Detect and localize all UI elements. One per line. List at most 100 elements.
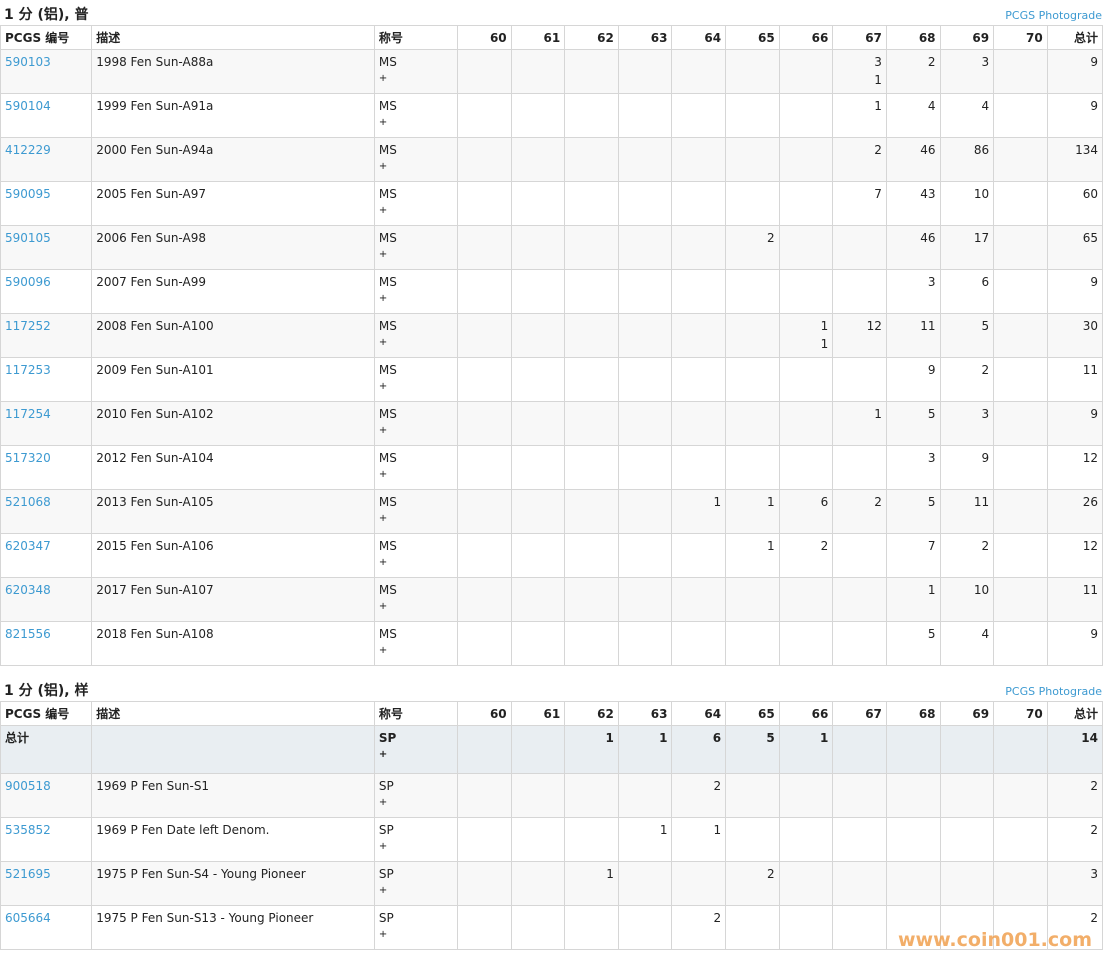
grade-count: 2 (820, 539, 829, 553)
pcgs-id-link[interactable]: 521695 (5, 867, 51, 881)
data-row: 900518 1969 P Fen Sun-S1 SP +2 2 (0, 773, 1104, 818)
pcgs-id-link[interactable]: 900518 (5, 779, 51, 793)
column-header: 69 (939, 701, 995, 726)
photograde-link[interactable]: PCGS Photograde (1005, 9, 1102, 22)
designation: MS (378, 231, 397, 245)
grade-cell (832, 577, 887, 622)
grade-count: 1 (713, 495, 722, 509)
id-cell: 590104 (0, 93, 93, 138)
designation: MS (378, 99, 397, 113)
pcgs-id-link[interactable]: 605664 (5, 911, 51, 925)
grade-cell (725, 905, 780, 950)
column-header: 65 (725, 25, 780, 50)
grade-cell (617, 489, 673, 534)
grade-cell (671, 225, 727, 270)
data-row: 117254 2010 Fen Sun-A102 MS +1 5 3 9 (0, 401, 1104, 446)
grade-cell (671, 137, 727, 182)
total-cell: 14 (1046, 725, 1104, 774)
total-cell: 2 (1046, 905, 1104, 950)
plus-mark: + (378, 645, 388, 656)
grade-cell (725, 817, 780, 862)
description: 1975 P Fen Sun-S4 - Young Pioneer (91, 861, 375, 906)
pcgs-id-link[interactable]: 521068 (5, 495, 51, 509)
designation: SP (378, 867, 394, 881)
id-cell: 821556 (0, 621, 93, 666)
pcgs-id-link[interactable]: 620347 (5, 539, 51, 553)
data-row: 521695 1975 P Fen Sun-S4 - Young Pioneer S… (0, 861, 1104, 906)
plus-mark: + (378, 73, 388, 84)
pcgs-id-link[interactable]: 590104 (5, 99, 51, 113)
id-cell: 590105 (0, 225, 93, 270)
grade-cell: 1 (564, 725, 619, 774)
grade-cell: 2 (671, 905, 727, 950)
plus-mark: + (378, 293, 388, 304)
pcgs-id-link[interactable]: 117252 (5, 319, 51, 333)
designation-cell: MS + (373, 225, 459, 270)
description: 2008 Fen Sun-A100 (91, 313, 375, 358)
grade-cell (457, 49, 512, 94)
grade-count: 12 (866, 319, 882, 333)
grade-cell (832, 905, 887, 950)
total-cell: 9 (1046, 49, 1104, 94)
total-cell: 12 (1046, 445, 1104, 490)
grade-cell (457, 137, 512, 182)
total-cell: 9 (1046, 93, 1104, 138)
pcgs-id-link[interactable]: 535852 (5, 823, 51, 837)
designation-cell: SP + (373, 725, 459, 774)
pcgs-id-link[interactable]: 590096 (5, 275, 51, 289)
pcgs-id-link[interactable]: 590103 (5, 55, 51, 69)
pcgs-id-link[interactable]: 412229 (5, 143, 51, 157)
plus-mark: + (378, 841, 388, 852)
grade-cell: 2 (885, 49, 941, 94)
grade-cell (510, 905, 566, 950)
grade-cell (617, 445, 673, 490)
designation-cell: SP + (373, 905, 459, 950)
photograde-link[interactable]: PCGS Photograde (1005, 685, 1102, 698)
grade-cell: 4 (885, 93, 941, 138)
grade-cell (671, 93, 727, 138)
grade-cell (725, 357, 780, 402)
column-header: 68 (885, 25, 941, 50)
pcgs-id-link[interactable]: 620348 (5, 583, 51, 597)
grade-count: 2 (981, 363, 990, 377)
grade-count: 5 (927, 495, 936, 509)
grade-cell (671, 577, 727, 622)
grade-cell (778, 445, 834, 490)
pcgs-id-link[interactable]: 590105 (5, 231, 51, 245)
pcgs-id-link[interactable]: 117253 (5, 363, 51, 377)
grade-cell (564, 225, 619, 270)
id-cell: 517320 (0, 445, 93, 490)
grade-count: 17 (973, 231, 990, 245)
pcgs-id-link[interactable]: 590095 (5, 187, 51, 201)
designation-cell: SP + (373, 861, 459, 906)
grade-cell: 3 (885, 269, 941, 314)
plus-mark: + (378, 929, 388, 940)
grade-count: 6 (981, 275, 990, 289)
grade-count: 1 (820, 319, 829, 333)
total-cell: 134 (1046, 137, 1104, 182)
data-row: 535852 1969 P Fen Date left Denom. SP +1 1 2 (0, 817, 1104, 862)
grade-cell (564, 489, 619, 534)
pcgs-id-link[interactable]: 517320 (5, 451, 51, 465)
description: 1969 P Fen Sun-S1 (91, 773, 375, 818)
grade-cell (457, 313, 512, 358)
grade-cell (778, 773, 834, 818)
grade-cell (885, 773, 941, 818)
grade-count: 3 (927, 275, 936, 289)
grade-count: 11 (973, 495, 990, 509)
grade-cell: 46 (885, 137, 941, 182)
plus-mark: + (378, 601, 388, 612)
grade-cell (457, 225, 512, 270)
pcgs-id-link[interactable]: 117254 (5, 407, 51, 421)
summary-label: 总计 (0, 725, 93, 774)
designation: MS (378, 143, 397, 157)
designation: MS (378, 627, 397, 641)
grade-cell (457, 93, 512, 138)
grade-cell (564, 401, 619, 446)
pcgs-id-link[interactable]: 821556 (5, 627, 51, 641)
grade-cell (617, 905, 673, 950)
grade-cell (832, 225, 887, 270)
total-cell: 12 (1046, 533, 1104, 578)
grade-cell (832, 357, 887, 402)
